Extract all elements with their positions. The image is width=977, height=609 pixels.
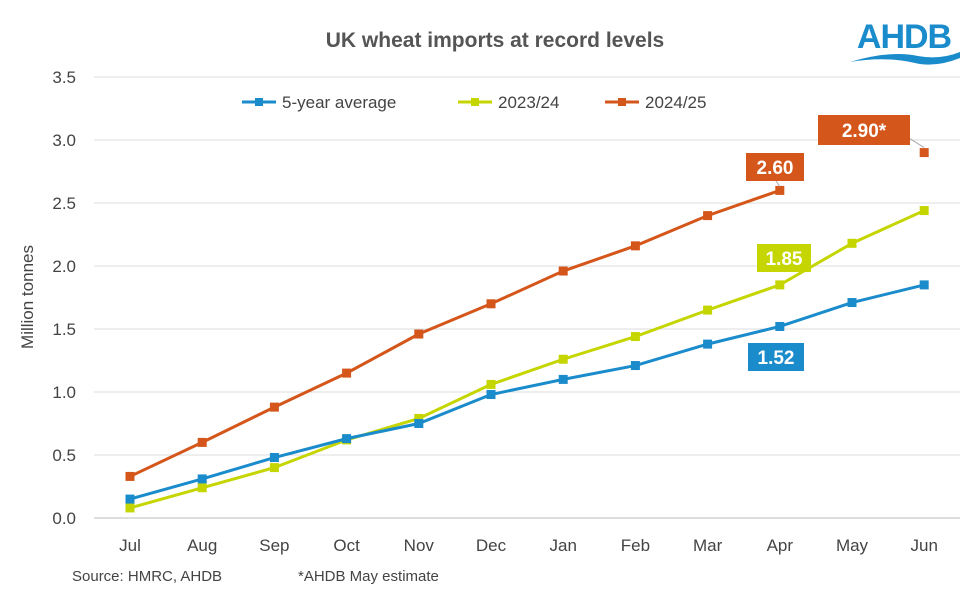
x-tick-label: Jan	[549, 536, 576, 555]
data-label-box	[748, 343, 804, 371]
data-point	[125, 494, 135, 504]
data-point	[919, 148, 929, 158]
data-point	[269, 453, 279, 463]
data-point	[630, 361, 640, 371]
data-point	[486, 299, 496, 309]
y-tick-label: 2.5	[52, 194, 76, 213]
data-point	[342, 368, 352, 378]
x-tick-label: Oct	[333, 536, 360, 555]
data-point	[269, 463, 279, 473]
series-line	[130, 153, 924, 477]
data-point	[703, 305, 713, 315]
data-label: 1.85	[766, 249, 803, 270]
data-point	[703, 339, 713, 349]
legend-label: 5-year average	[282, 93, 396, 112]
data-point	[342, 434, 352, 444]
data-label: 2.90*	[842, 121, 887, 142]
y-tick-label: 3.0	[52, 131, 76, 150]
data-point	[486, 379, 496, 389]
footnote: *AHDB May estimate	[298, 568, 439, 585]
series-line	[129, 209, 925, 510]
y-tick-label: 1.0	[52, 383, 76, 402]
y-tick-label: 2.0	[52, 257, 76, 276]
data-point	[414, 329, 424, 339]
legend-label: 2024/25	[645, 93, 706, 112]
y-tick-label: 0.0	[52, 509, 76, 528]
data-point	[558, 374, 568, 384]
x-tick-label: Nov	[404, 536, 435, 555]
data-point	[847, 238, 857, 248]
y-tick-label: 1.5	[52, 320, 76, 339]
series-line	[129, 283, 925, 501]
x-tick-label: Sep	[259, 536, 289, 555]
data-point	[775, 280, 785, 290]
data-point	[919, 206, 929, 216]
data-point	[197, 474, 207, 484]
y-axis-label: Million tonnes	[18, 245, 37, 349]
data-point	[919, 280, 929, 290]
x-tick-label: May	[836, 536, 869, 555]
data-point	[414, 419, 424, 428]
chart-title: UK wheat imports at record levels	[326, 29, 664, 52]
x-tick-label: Aug	[187, 536, 217, 555]
data-point	[847, 298, 857, 308]
data-label: 2.60	[757, 158, 794, 179]
data-label-box	[818, 115, 910, 145]
legend-marker	[618, 98, 626, 106]
x-tick-label: Apr	[767, 536, 794, 555]
x-tick-label: Dec	[476, 536, 507, 555]
data-label-box	[757, 244, 811, 272]
legend-marker	[471, 98, 479, 106]
leader-line	[775, 180, 781, 187]
x-tick-label: Jun	[910, 536, 937, 555]
data-point	[125, 471, 135, 481]
data-label: 1.52	[758, 348, 795, 369]
data-point	[558, 354, 568, 364]
x-tick-label: Mar	[693, 536, 723, 555]
source-note: Source: HMRC, AHDB	[72, 568, 222, 585]
legend-marker	[255, 98, 263, 106]
data-point	[197, 483, 207, 493]
data-point	[558, 266, 568, 276]
data-point	[630, 241, 640, 251]
y-tick-label: 0.5	[52, 446, 76, 465]
data-point	[197, 437, 207, 447]
logo-wave	[850, 52, 960, 65]
data-point	[125, 503, 135, 513]
data-point	[775, 321, 785, 331]
data-point	[269, 402, 279, 412]
data-point	[630, 332, 640, 342]
data-point	[703, 211, 713, 221]
x-tick-label: Jul	[119, 536, 141, 555]
y-tick-label: 3.5	[52, 68, 76, 87]
data-label-box	[746, 153, 804, 181]
data-point	[414, 413, 424, 423]
data-point	[775, 185, 785, 195]
data-point	[486, 390, 496, 400]
ahdb-logo: AHDB	[850, 18, 960, 65]
legend-label: 2023/24	[498, 93, 559, 112]
logo-text: AHDB	[857, 18, 952, 56]
x-tick-label: Feb	[621, 536, 650, 555]
